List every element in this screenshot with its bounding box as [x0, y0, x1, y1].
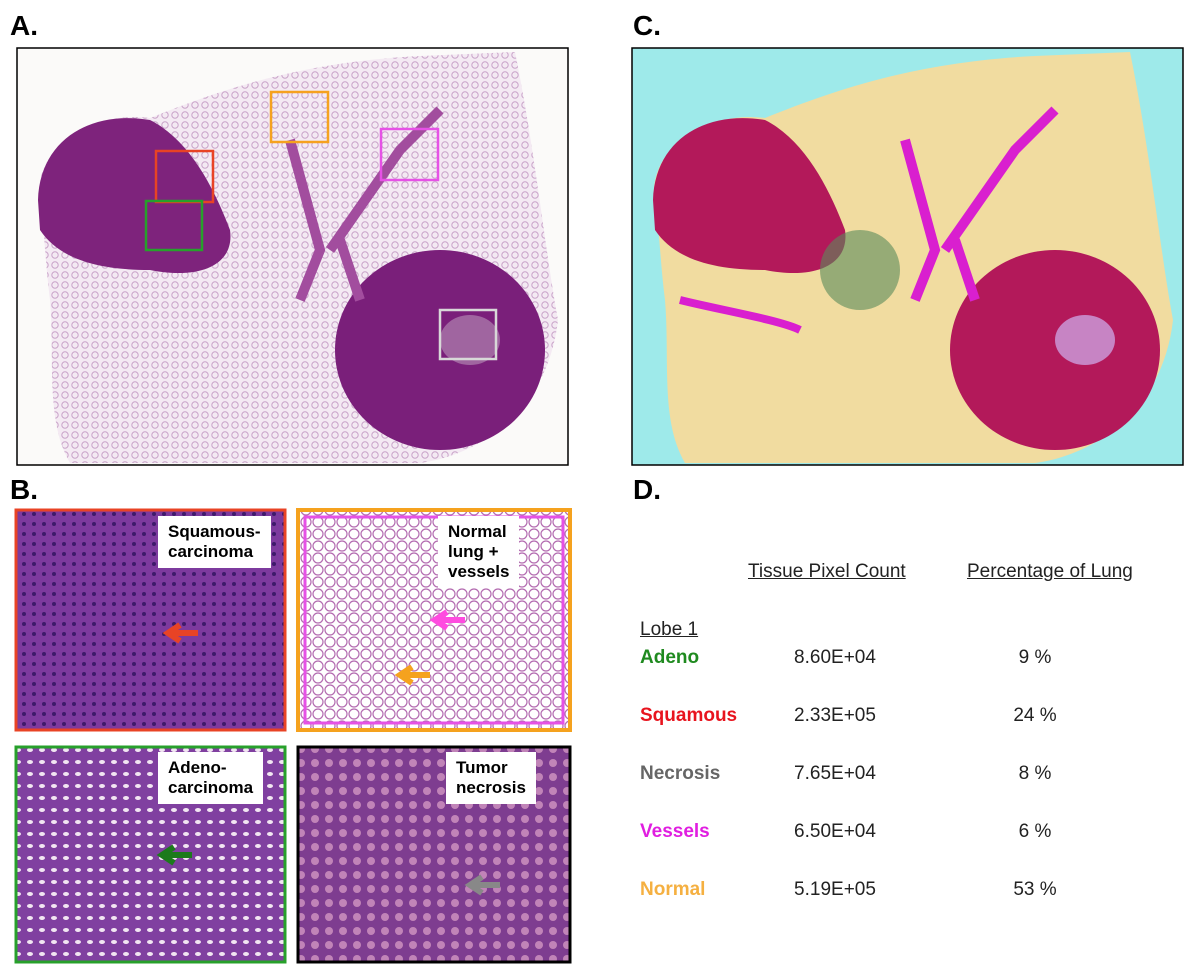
pixel-count: 2.33E+05 [794, 705, 876, 726]
panel-label: D. [633, 474, 661, 505]
percentage: 53 % [1013, 879, 1057, 900]
inset-label-line: Adeno- [168, 758, 227, 777]
percentage: 6 % [1018, 821, 1052, 842]
inset-label-line: carcinoma [168, 778, 254, 797]
tissue-name: Vessels [640, 821, 710, 842]
column-header: Tissue Pixel Count [748, 561, 906, 582]
inset-label: Normal lung + vessels [438, 516, 520, 588]
inset-label-line: Squamous- [168, 522, 261, 541]
column-header: Percentage of Lung [967, 561, 1133, 582]
tissue-name: Adeno [640, 647, 700, 668]
percentage: 24 % [1013, 705, 1057, 726]
inset-label-line: Normal [448, 522, 507, 541]
panel-a-image [16, 47, 569, 466]
percentage: 9 % [1018, 647, 1052, 668]
percentage: 8 % [1018, 763, 1052, 784]
pixel-count: 6.50E+04 [794, 821, 876, 842]
inset-label-line: carcinoma [168, 542, 254, 561]
inset-label: Tumor necrosis [446, 752, 536, 804]
inset-label-line: lung + [448, 542, 499, 561]
panel-label: C. [633, 10, 661, 41]
inset-label-line: vessels [448, 562, 510, 581]
inset-label-line: Tumor [456, 758, 508, 777]
panel-label: A. [10, 10, 38, 41]
inset-label: Squamous-carcinoma [158, 516, 271, 568]
inset-label: Adeno-carcinoma [158, 752, 264, 804]
pixel-count: 5.19E+05 [794, 879, 876, 900]
tissue-name: Squamous [640, 705, 738, 726]
tissue-name: Necrosis [640, 763, 721, 784]
inset-label-line: necrosis [456, 778, 526, 797]
pixel-count: 7.65E+04 [794, 763, 876, 784]
panel-label: B. [10, 474, 38, 505]
panel-c-image [631, 47, 1184, 466]
pixel-count: 8.60E+04 [794, 647, 876, 668]
group-label: Lobe 1 [640, 619, 699, 640]
tissue-name: Normal [640, 879, 706, 900]
